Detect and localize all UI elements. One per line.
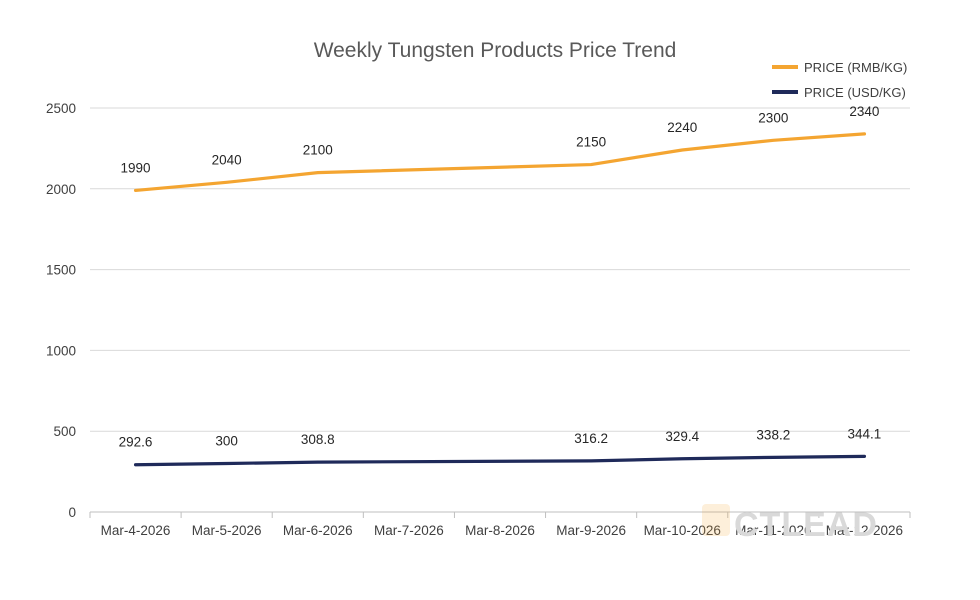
data-label: 292.6 — [119, 435, 153, 450]
y-tick-label: 2500 — [46, 101, 76, 116]
y-axis-ticks: 0 500 1000 1500 2000 2500 — [46, 101, 76, 520]
legend: PRICE (RMB/KG) PRICE (USD/KG) — [772, 60, 907, 100]
legend-label-rmb: PRICE (RMB/KG) — [804, 60, 907, 75]
y-tick-label: 500 — [53, 424, 76, 439]
x-tick-label: Mar-4-2026 — [101, 523, 171, 538]
data-label: 344.1 — [848, 426, 882, 441]
x-tick-label: Mar-7-2026 — [374, 523, 444, 538]
watermark-text: CTLEAD — [734, 506, 878, 544]
data-label: 2040 — [212, 152, 242, 167]
series-line-1 — [133, 454, 867, 467]
data-label: 2340 — [849, 104, 879, 119]
y-tick-label: 1500 — [46, 263, 76, 278]
series-line-0 — [133, 132, 867, 193]
legend-item-usd: PRICE (USD/KG) — [772, 85, 906, 100]
data-label: 329.4 — [665, 429, 699, 444]
data-label: 2240 — [667, 120, 697, 135]
y-tick-label: 0 — [68, 505, 76, 520]
data-label: 1990 — [121, 160, 151, 175]
data-label: 308.8 — [301, 432, 335, 447]
y-tick-label: 1000 — [46, 343, 76, 358]
data-label: 338.2 — [756, 427, 790, 442]
x-tick-label: Mar-8-2026 — [465, 523, 535, 538]
watermark: CTLEAD — [702, 504, 878, 544]
data-labels: 1990 2040 2100 2150 2240 2300 2340 292.6 300 308.… — [119, 104, 882, 450]
x-tick-label: Mar-9-2026 — [556, 523, 626, 538]
data-label: 2100 — [303, 143, 333, 158]
series-lines — [133, 132, 867, 467]
x-axis-ticks: Mar-4-2026 Mar-5-2026 Mar-6-2026 Mar-7-2026… — [89, 512, 911, 538]
y-tick-label: 2000 — [46, 182, 76, 197]
watermark-logo-icon — [702, 504, 730, 536]
chart-title: Weekly Tungsten Products Price Trend — [314, 39, 677, 62]
data-label: 316.2 — [574, 431, 608, 446]
legend-item-rmb: PRICE (RMB/KG) — [772, 60, 907, 75]
x-tick-label: Mar-11-2026 — [735, 523, 811, 538]
x-tick-label: Mar-5-2026 — [192, 523, 262, 538]
data-label: 2300 — [758, 110, 788, 125]
data-label: 300 — [215, 434, 238, 449]
x-tick-label: Mar-10-2026 — [644, 523, 721, 538]
legend-label-usd: PRICE (USD/KG) — [804, 85, 906, 100]
x-tick-label: Mar-6-2026 — [283, 523, 353, 538]
gridlines — [90, 107, 910, 513]
x-tick-label: Mar-12-2026 — [826, 523, 903, 538]
data-label: 2150 — [576, 135, 606, 150]
